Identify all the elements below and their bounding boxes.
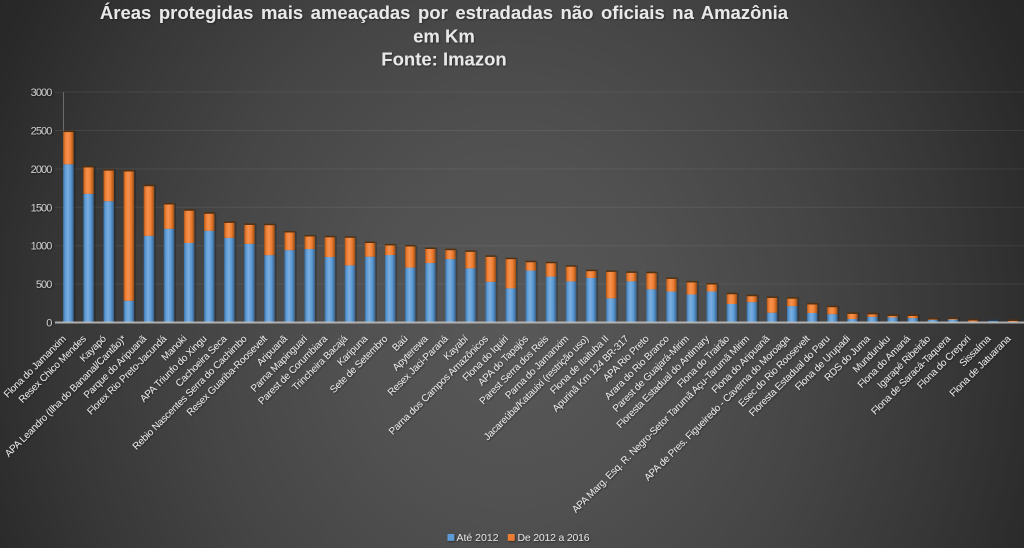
svg-text:1500: 1500 bbox=[31, 202, 53, 214]
svg-text:Áreas protegidas mais ameaçada: Áreas protegidas mais ameaçadas por estr… bbox=[100, 2, 789, 23]
svg-text:2500: 2500 bbox=[31, 126, 53, 138]
svg-text:Até 2012: Até 2012 bbox=[457, 532, 499, 544]
svg-text:1000: 1000 bbox=[31, 241, 53, 253]
svg-text:em Km: em Km bbox=[413, 26, 475, 47]
svg-text:De 2012 a 2016: De 2012 a 2016 bbox=[518, 532, 590, 544]
svg-text:3000: 3000 bbox=[31, 87, 53, 99]
svg-text:0: 0 bbox=[46, 318, 52, 330]
svg-text:2000: 2000 bbox=[31, 164, 53, 176]
svg-text:Fonte: Imazon: Fonte: Imazon bbox=[381, 49, 506, 70]
svg-text:500: 500 bbox=[36, 279, 52, 291]
